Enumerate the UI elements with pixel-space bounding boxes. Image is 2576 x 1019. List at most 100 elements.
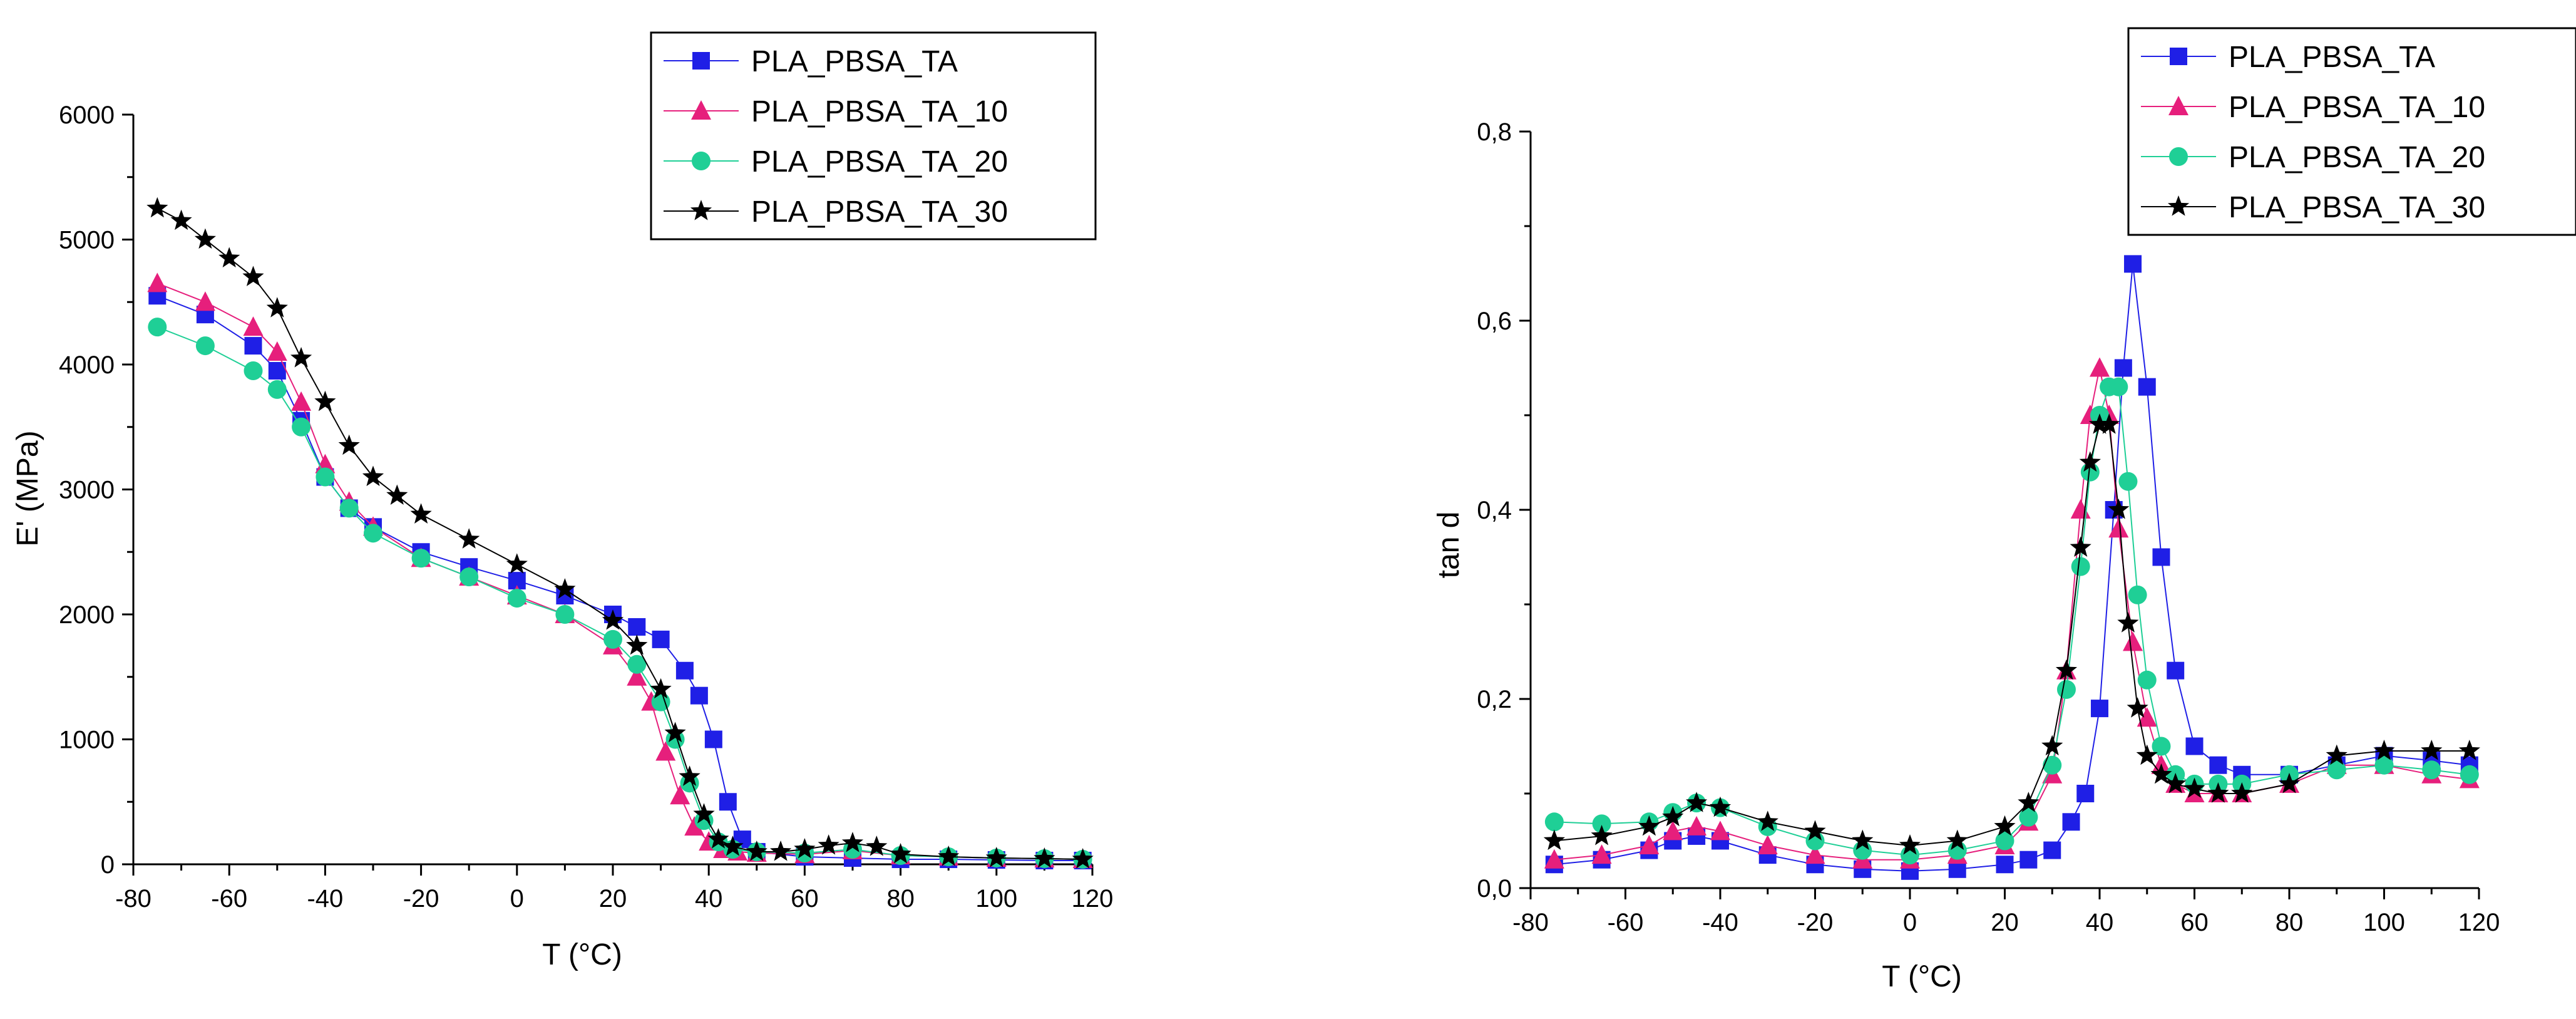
data-point <box>1805 844 1825 864</box>
legend-marker <box>2170 48 2187 65</box>
data-point <box>2165 772 2187 794</box>
legend-marker <box>2169 147 2188 166</box>
x-tick-label: -40 <box>307 885 343 913</box>
data-point <box>2108 518 2129 538</box>
data-point <box>386 484 408 505</box>
data-point <box>2185 737 2204 755</box>
data-point <box>664 722 686 743</box>
y-tick-label: 0,4 <box>1477 497 1512 524</box>
x-tick-label: -80 <box>1512 909 1549 936</box>
data-point <box>1072 848 1094 869</box>
x-axis-title: T (°C) <box>542 938 622 971</box>
legend-marker <box>690 200 712 220</box>
data-point <box>2152 548 2170 566</box>
data-point <box>2278 772 2301 794</box>
legend-marker <box>692 152 711 170</box>
data-point <box>218 247 240 267</box>
x-tick-label: 40 <box>695 885 723 913</box>
data-point <box>1899 834 1921 855</box>
data-point <box>506 553 528 574</box>
data-point <box>2138 378 2156 396</box>
y-tick-label: 0,2 <box>1477 686 1512 713</box>
data-point <box>746 841 767 861</box>
data-point <box>195 336 215 356</box>
data-point <box>314 390 336 411</box>
data-point <box>2231 782 2253 803</box>
data-point <box>2422 760 2441 780</box>
x-tick-label: 0 <box>1903 909 1917 936</box>
x-tick-label: 0 <box>510 885 524 913</box>
data-point <box>1995 831 2014 851</box>
data-point <box>890 843 911 864</box>
data-point <box>2128 585 2147 604</box>
data-point <box>704 730 722 748</box>
data-point <box>2137 670 2157 690</box>
data-point <box>2327 760 2346 780</box>
data-point <box>2118 472 2138 491</box>
data-point <box>244 337 262 355</box>
data-point <box>627 654 647 674</box>
x-axis-title: T (°C) <box>1882 960 1962 993</box>
data-point <box>243 316 264 336</box>
data-point <box>707 828 729 849</box>
data-point <box>2070 536 2091 557</box>
data-point <box>866 835 888 856</box>
data-point <box>2019 807 2038 827</box>
x-tick-label: -60 <box>1608 909 1644 936</box>
legend-label: PLA_PBSA_TA <box>751 45 958 78</box>
data-point <box>1638 815 1660 836</box>
data-point <box>602 609 624 630</box>
data-point <box>146 197 168 218</box>
y-tick-label: 0 <box>101 851 115 879</box>
data-point <box>2207 782 2229 803</box>
data-point <box>2127 697 2148 718</box>
legend-label: PLA_PBSA_TA_30 <box>2229 191 2485 224</box>
data-point <box>655 741 676 761</box>
data-point <box>818 834 839 855</box>
y-tick-label: 4000 <box>59 351 115 379</box>
storage-modulus-chart: T (°C) E' (MPa) -80 -60 -40 -20 0 20 40 60 80 100… <box>11 31 1113 971</box>
legend-label: PLA_PBSA_TA_20 <box>2229 141 2485 174</box>
data-point <box>650 678 672 699</box>
data-point <box>2124 255 2142 273</box>
x-tick-label: -20 <box>403 885 439 913</box>
x-tick-label: 80 <box>2276 909 2304 936</box>
legend: PLA_PBSA_TA PLA_PBSA_TA_10 PLA_PBSA_TA_20 P… <box>650 31 1097 241</box>
data-point <box>507 589 526 608</box>
y-tick-label: 0,8 <box>1477 118 1512 146</box>
data-point <box>679 765 700 786</box>
data-point <box>1709 796 1732 817</box>
data-point <box>1686 792 1708 812</box>
data-point <box>364 524 382 543</box>
data-point <box>411 549 431 568</box>
data-point <box>2123 631 2143 651</box>
data-point <box>675 661 694 680</box>
data-point <box>2071 557 2090 576</box>
y-tick-label: 2000 <box>59 601 115 629</box>
data-point <box>2088 413 2111 434</box>
data-point <box>1996 856 2014 874</box>
data-point <box>242 266 264 286</box>
data-point <box>2458 740 2480 760</box>
data-point <box>410 503 432 524</box>
legend-label: PLA_PBSA_TA_10 <box>2229 91 2485 124</box>
data-point <box>2460 765 2479 784</box>
data-point <box>2421 740 2443 760</box>
data-point <box>2108 499 2130 519</box>
data-point <box>1591 844 1612 864</box>
data-point <box>684 816 705 836</box>
data-point <box>290 347 312 368</box>
data-point <box>627 666 647 686</box>
series-pla-pbsa-ta-30 <box>146 197 1094 869</box>
data-point <box>626 634 648 655</box>
data-point <box>2137 707 2157 727</box>
data-point <box>315 453 336 473</box>
x-tick-label: 120 <box>2458 909 2500 936</box>
data-point <box>2055 659 2078 680</box>
data-point <box>2152 737 2171 756</box>
x-tick-label: 20 <box>1991 909 2019 936</box>
legend-box <box>2127 27 2576 236</box>
data-point <box>339 499 359 518</box>
data-point <box>722 835 744 856</box>
